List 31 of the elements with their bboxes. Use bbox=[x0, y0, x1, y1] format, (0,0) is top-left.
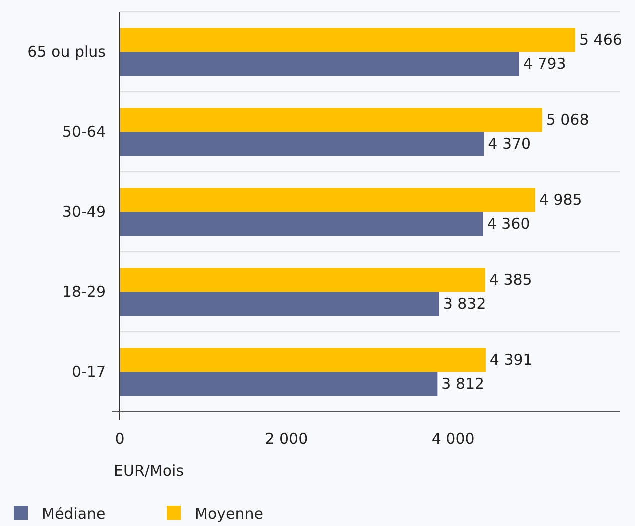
data-label: 4 385 bbox=[489, 271, 532, 289]
bar bbox=[120, 372, 438, 396]
y-tick-label: 65 ou plus bbox=[28, 43, 106, 61]
bar bbox=[120, 188, 536, 212]
data-label: 4 985 bbox=[539, 191, 582, 209]
x-axis-title: EUR/Mois bbox=[114, 462, 184, 480]
bar bbox=[120, 348, 486, 372]
x-tick-label: 0 bbox=[115, 430, 125, 448]
y-tick-label: 18-29 bbox=[62, 283, 106, 301]
data-label: 5 068 bbox=[546, 111, 590, 129]
bar bbox=[120, 268, 486, 292]
bar bbox=[120, 212, 484, 236]
bar bbox=[120, 52, 520, 76]
bar bbox=[120, 292, 440, 316]
data-label: 5 466 bbox=[580, 31, 622, 49]
bar bbox=[120, 108, 542, 132]
x-tick-label: 2 000 bbox=[265, 430, 308, 448]
legend-label: Médiane bbox=[42, 505, 106, 523]
data-label: 4 370 bbox=[488, 135, 532, 153]
data-label: 4 391 bbox=[490, 351, 533, 369]
bar bbox=[120, 132, 484, 156]
data-label: 4 793 bbox=[523, 55, 566, 73]
bar bbox=[120, 28, 576, 52]
y-tick-label: 30-49 bbox=[62, 203, 106, 221]
data-label: 3 832 bbox=[443, 295, 486, 313]
data-label: 3 812 bbox=[442, 375, 485, 393]
y-tick-label: 0-17 bbox=[72, 363, 106, 381]
data-label: 4 360 bbox=[487, 215, 530, 233]
y-tick-label: 50-64 bbox=[62, 123, 106, 141]
x-tick-label: 4 000 bbox=[432, 430, 475, 448]
legend-label: Moyenne bbox=[195, 505, 264, 523]
